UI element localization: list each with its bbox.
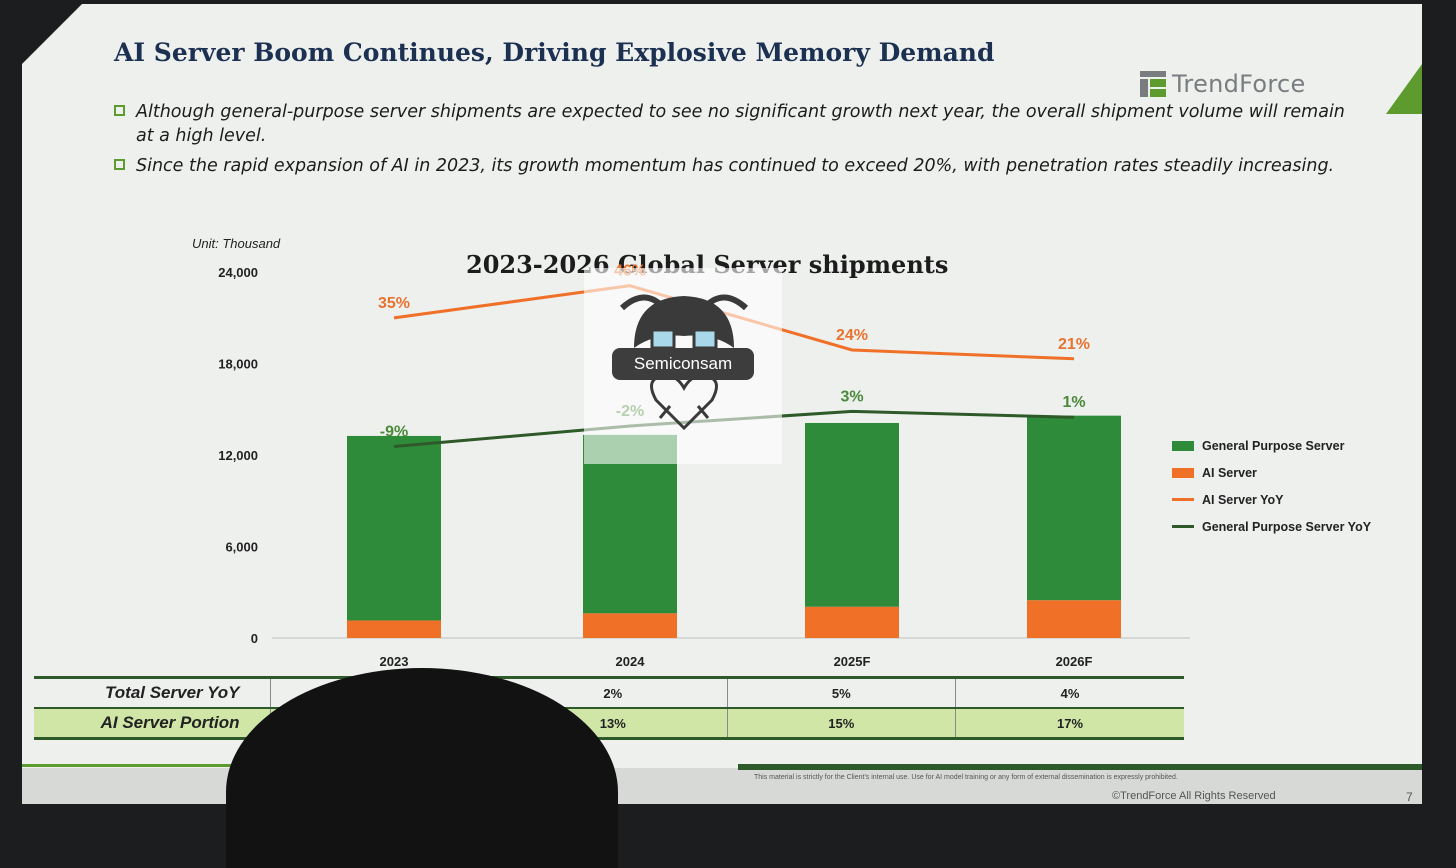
legend-swatch: [1172, 525, 1194, 528]
copyright-notice: ©TrendForce All Rights Reserved: [1112, 790, 1276, 802]
gp-yoy-data-label: 1%: [1062, 394, 1085, 411]
table-cell: 15%: [726, 707, 956, 739]
y-tick-label: 12,000: [218, 448, 258, 463]
legend-item: General Purpose Server: [1172, 432, 1371, 459]
ai-yoy-data-label: 24%: [836, 327, 868, 344]
y-tick-label: 24,000: [218, 265, 258, 280]
bullet-item: Although general-purpose server shipment…: [114, 100, 1354, 148]
x-tick-label: 2023: [380, 654, 409, 669]
bar-ai-server: [347, 620, 441, 638]
confidentiality-notice: This material is strictly for the Client…: [754, 774, 1178, 781]
table-cell: 17%: [955, 707, 1184, 739]
legend-item: AI Server YoY: [1172, 486, 1371, 513]
bar-general-purpose-server: [583, 434, 677, 614]
legend-item: AI Server: [1172, 459, 1371, 486]
ai-yoy-data-label: 21%: [1058, 336, 1090, 353]
mascot-icon: [619, 294, 749, 431]
x-tick-label: 2026F: [1056, 654, 1093, 669]
bullet-text: Since the rapid expansion of AI in 2023,…: [136, 156, 1335, 176]
square-bullet-icon: [114, 105, 125, 116]
x-tick-label: 2025F: [834, 654, 871, 669]
bar-general-purpose-server: [1027, 415, 1121, 601]
unit-label: Unit: Thousand: [192, 236, 281, 251]
row-label: Total Server YoY: [105, 683, 240, 702]
gp-yoy-data-label: -9%: [380, 423, 408, 440]
brand-name: TrendForce: [1172, 70, 1306, 98]
legend-swatch: [1172, 440, 1194, 451]
legend-label: AI Server YoY: [1202, 492, 1284, 507]
bullet-item: Since the rapid expansion of AI in 2023,…: [114, 154, 1354, 178]
y-tick-label: 18,000: [218, 357, 258, 372]
row-label: AI Server Portion: [34, 707, 270, 739]
bullet-list: Although general-purpose server shipment…: [114, 100, 1354, 184]
legend-swatch: [1172, 467, 1194, 478]
bar-general-purpose-server: [805, 422, 899, 607]
watermark-stamp: Semiconsam: [584, 268, 782, 464]
summary-table: Total Server YoY 2% 5% 4% AI Server Port…: [34, 676, 1184, 740]
trendforce-logo-icon: [1140, 71, 1166, 97]
footer-divider: [738, 764, 1422, 770]
bar-general-purpose-server: [347, 435, 441, 621]
table-cell: 5%: [726, 677, 956, 708]
table-row: AI Server Portion 13% 15% 17%: [34, 707, 1184, 739]
square-bullet-icon: [114, 159, 125, 170]
trendforce-logo: TrendForce: [1140, 70, 1306, 98]
y-tick-label: 6,000: [225, 540, 258, 555]
x-tick-label: 2024: [616, 654, 646, 669]
ai-yoy-data-label: 35%: [378, 295, 410, 312]
bar-ai-server: [805, 606, 899, 638]
bar-ai-server: [1027, 600, 1121, 638]
table-row: Total Server YoY 2% 5% 4%: [34, 677, 1184, 708]
chart-legend: General Purpose Server AI Server AI Serv…: [1172, 432, 1371, 540]
legend-label: General Purpose Server YoY: [1202, 519, 1372, 534]
y-tick-label: 0: [251, 631, 258, 646]
bullet-text: Although general-purpose server shipment…: [136, 102, 1345, 146]
gp-yoy-data-label: 3%: [840, 388, 863, 405]
watermark-label: Semiconsam: [612, 348, 754, 380]
slide-title: AI Server Boom Continues, Driving Explos…: [114, 38, 995, 67]
page-number: 7: [1406, 790, 1413, 804]
legend-label: AI Server: [1202, 465, 1257, 480]
legend-swatch: [1172, 498, 1194, 501]
legend-item: General Purpose Server YoY: [1172, 513, 1371, 540]
slide: AI Server Boom Continues, Driving Explos…: [22, 4, 1422, 804]
legend-label: General Purpose Server: [1202, 438, 1345, 453]
table-cell: 4%: [955, 677, 1184, 708]
bar-ai-server: [583, 613, 677, 638]
